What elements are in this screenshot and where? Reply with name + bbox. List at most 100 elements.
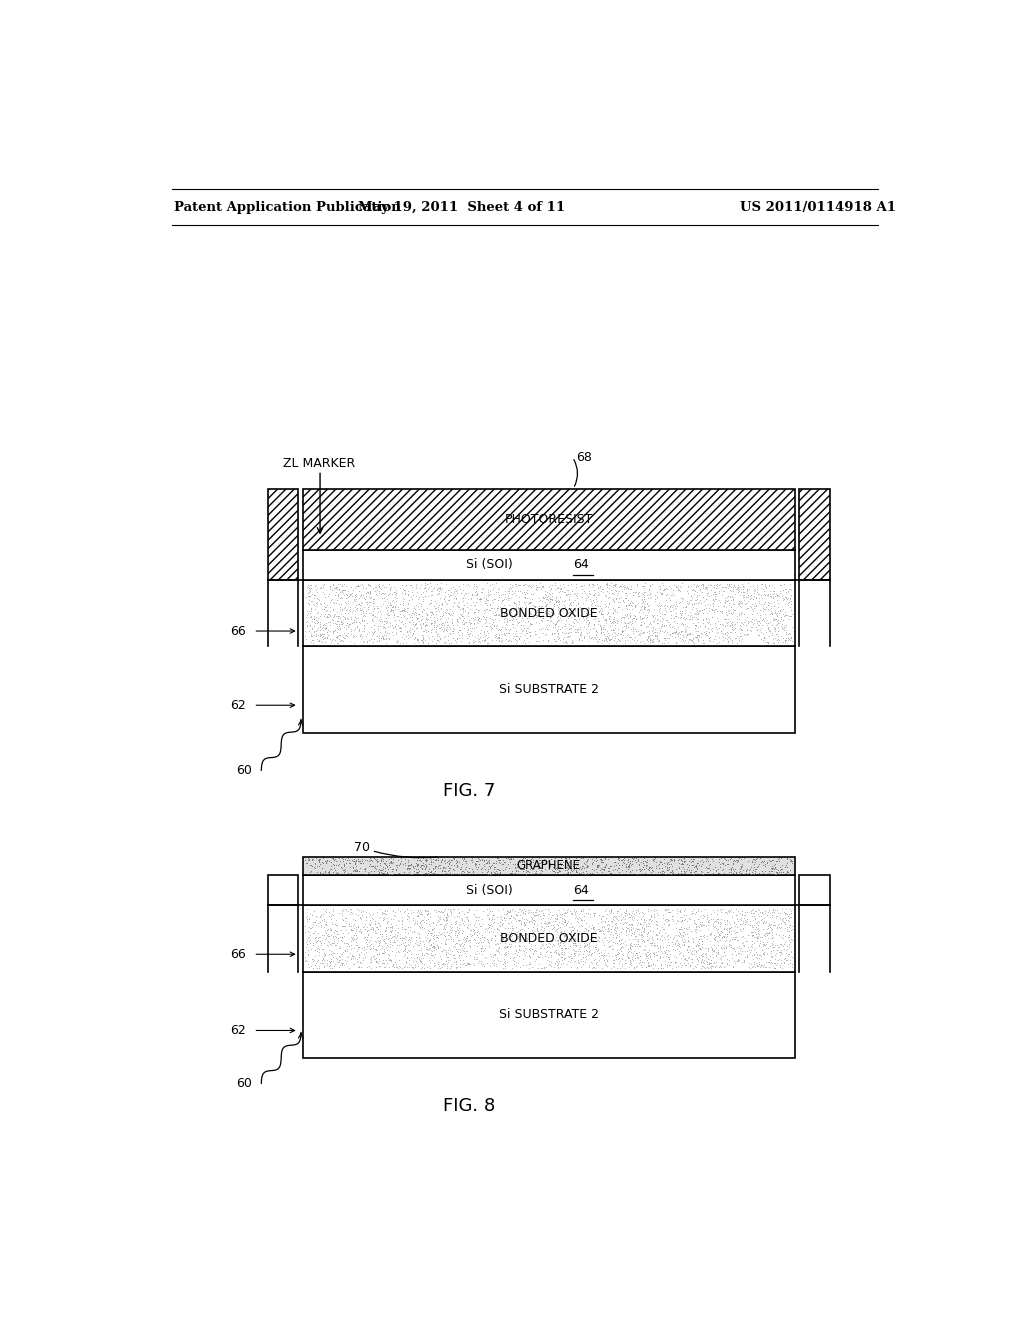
Point xyxy=(420,909,436,931)
Point xyxy=(550,582,566,603)
Point xyxy=(648,911,665,932)
Point xyxy=(348,851,365,873)
Bar xyxy=(267,488,298,581)
Point xyxy=(658,899,675,920)
Point xyxy=(596,949,612,970)
Point xyxy=(461,935,477,956)
Point xyxy=(441,859,458,880)
Point xyxy=(740,585,757,606)
Point xyxy=(429,630,445,651)
Point xyxy=(500,942,516,964)
Point xyxy=(725,861,741,882)
Point xyxy=(383,577,399,598)
Point xyxy=(527,904,544,925)
Point xyxy=(368,849,384,870)
Point xyxy=(331,854,347,875)
Point xyxy=(648,913,665,935)
Point xyxy=(334,928,350,949)
Point xyxy=(686,898,702,919)
Point xyxy=(710,622,726,643)
Point xyxy=(675,624,691,645)
Point xyxy=(441,862,458,883)
Point xyxy=(362,929,379,950)
Point xyxy=(523,920,540,941)
Point xyxy=(484,590,501,611)
Point xyxy=(597,574,613,595)
Point xyxy=(360,630,377,651)
Point xyxy=(447,921,464,942)
Point xyxy=(449,857,465,878)
Point xyxy=(327,919,343,940)
Point xyxy=(613,909,630,931)
Point xyxy=(659,902,676,923)
Point xyxy=(317,616,334,638)
Point xyxy=(754,902,770,923)
Point xyxy=(432,948,449,969)
Point xyxy=(589,862,605,883)
Point xyxy=(546,854,562,875)
Point xyxy=(571,935,588,956)
Point xyxy=(409,911,425,932)
Point xyxy=(526,904,543,925)
Point xyxy=(480,932,497,953)
Point xyxy=(618,916,635,937)
Point xyxy=(418,855,434,876)
Point xyxy=(742,941,759,962)
Point xyxy=(423,942,439,964)
Point xyxy=(673,861,689,882)
Point xyxy=(317,921,334,942)
Point xyxy=(760,902,776,923)
Point xyxy=(713,937,729,958)
Point xyxy=(369,944,385,965)
Point xyxy=(447,849,464,870)
Point xyxy=(537,853,553,874)
Point xyxy=(641,946,657,968)
Point xyxy=(417,858,433,879)
Point xyxy=(711,924,727,945)
Point xyxy=(492,597,508,618)
Point xyxy=(384,599,400,620)
Point xyxy=(565,583,582,605)
Point xyxy=(378,632,394,653)
Point xyxy=(614,620,631,642)
Point xyxy=(504,917,520,939)
Point xyxy=(442,904,459,925)
Point xyxy=(538,595,554,616)
Point xyxy=(372,606,388,627)
Point xyxy=(733,909,750,931)
Point xyxy=(486,602,503,623)
Point xyxy=(694,854,711,875)
Point xyxy=(490,626,507,647)
Point xyxy=(341,585,357,606)
Point xyxy=(716,595,732,616)
Point xyxy=(442,603,459,624)
Point xyxy=(582,862,598,883)
Point xyxy=(589,950,605,972)
Point xyxy=(678,949,694,970)
Point xyxy=(744,924,761,945)
Point xyxy=(517,632,534,653)
Point xyxy=(756,598,772,619)
Point xyxy=(497,935,513,956)
Point xyxy=(636,597,652,618)
Point xyxy=(753,933,769,954)
Point xyxy=(756,954,772,975)
Point xyxy=(689,858,706,879)
Point xyxy=(485,598,502,619)
Point xyxy=(555,631,571,652)
Point xyxy=(300,585,316,606)
Point xyxy=(591,927,607,948)
Point xyxy=(621,611,637,632)
Point xyxy=(643,906,659,927)
Point xyxy=(755,609,771,630)
Point xyxy=(335,900,351,921)
Point xyxy=(617,958,634,979)
Point xyxy=(550,944,566,965)
Point xyxy=(505,948,521,969)
Point xyxy=(433,598,450,619)
Text: 66: 66 xyxy=(229,624,246,638)
Point xyxy=(529,957,546,978)
Point xyxy=(660,859,677,880)
Point xyxy=(749,954,765,975)
Point xyxy=(435,627,452,648)
